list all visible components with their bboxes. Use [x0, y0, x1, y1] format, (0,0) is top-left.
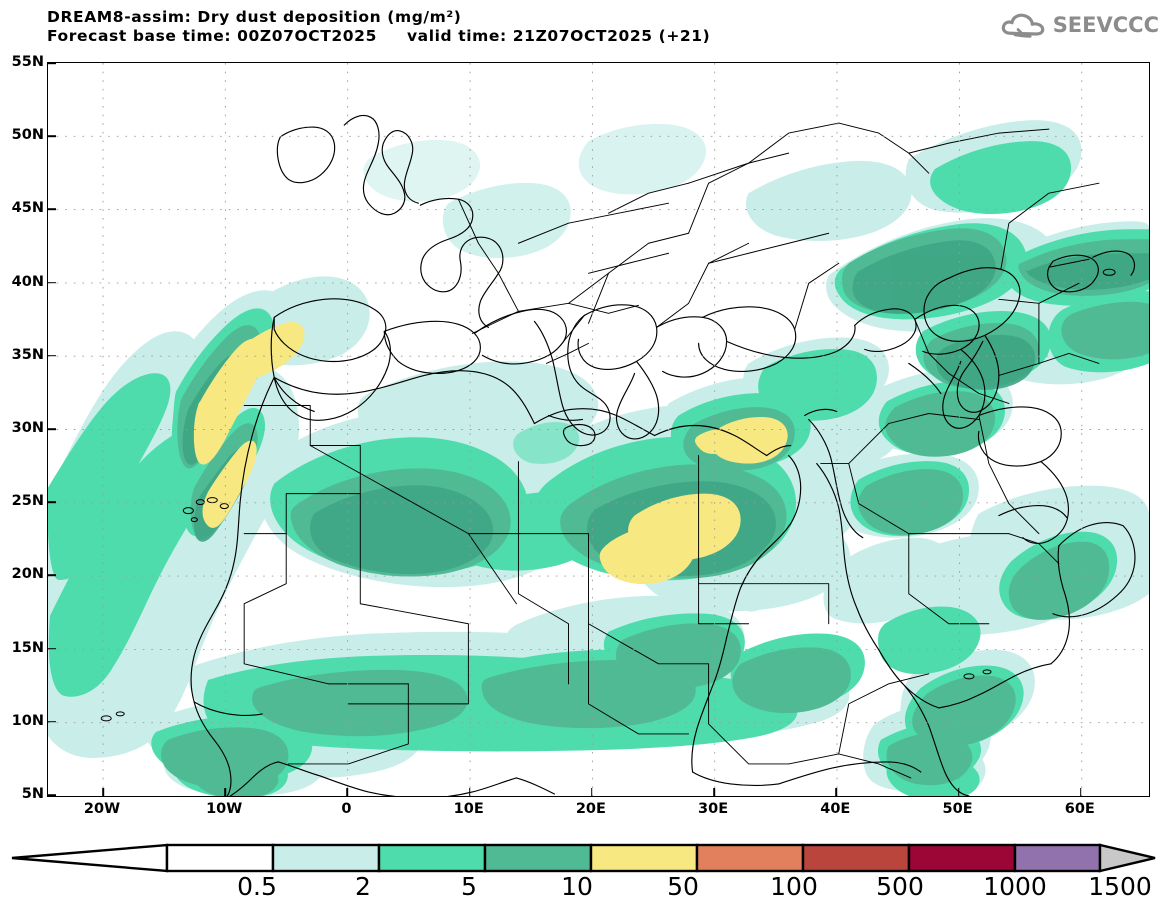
y-axis-label-10N: 10N [11, 712, 44, 729]
y-axis-label-20N: 20N [11, 566, 44, 583]
y-axis-label-5N: 5N [21, 786, 44, 802]
colorbar-tick-0.5: 0.5 [237, 872, 277, 901]
y-tick-mark [48, 647, 56, 650]
seevccc-logo: SEEVCCC [1000, 10, 1159, 40]
colorbar-tick-5: 5 [461, 872, 477, 901]
x-axis-label-60E: 60E [1064, 801, 1095, 817]
y-axis-label-15N: 15N [11, 639, 44, 656]
chart-subtitle: Forecast base time: 00Z07OCT2025 valid t… [47, 27, 711, 45]
colorbar-tick-50: 50 [667, 872, 699, 901]
y-axis-label-55N: 55N [11, 54, 44, 70]
colorbar-tick-1000: 1000 [983, 872, 1047, 901]
x-tick-mark [835, 788, 838, 796]
y-axis-label-25N: 25N [11, 493, 44, 510]
x-axis-label-0: 0 [341, 801, 352, 817]
y-axis-label-50N: 50N [11, 127, 44, 144]
x-tick-mark [957, 788, 960, 796]
colorbar: 0.5 2 5 10 50 100 500 1000 1500 [0, 840, 1165, 904]
y-tick-mark [48, 208, 56, 211]
coastlines-layer [100, 114, 1136, 796]
y-axis-label-45N: 45N [11, 200, 44, 217]
x-axis-label-10E: 10E [453, 801, 484, 817]
y-axis-label-40N: 40N [11, 273, 44, 290]
dust-deposition-map [48, 63, 1149, 796]
y-tick-mark [48, 281, 56, 284]
x-axis-label-30E: 30E [698, 801, 729, 817]
colorbar-band-10-50 [589, 843, 699, 873]
y-tick-mark [48, 501, 56, 503]
x-tick-mark [224, 788, 226, 796]
colorbar-band-50-100 [695, 843, 805, 873]
colorbar-tick-500: 500 [876, 872, 924, 901]
x-axis-label-40E: 40E [820, 801, 851, 817]
x-tick-mark [346, 788, 349, 796]
colorbar-tick-1500: 1500 [1088, 872, 1152, 901]
x-tick-mark [713, 788, 715, 796]
y-axis-label-30N: 30N [11, 420, 44, 436]
dust-contour-layer [48, 120, 1149, 796]
logo-text: SEEVCCC [1052, 12, 1159, 37]
x-tick-mark [591, 788, 593, 796]
colorbar-tick-2: 2 [355, 872, 371, 901]
x-tick-mark [468, 788, 471, 796]
x-axis-label-50E: 50E [942, 801, 973, 817]
colorbar-tick-10: 10 [561, 872, 593, 901]
y-axis-label-35N: 35N [11, 346, 44, 363]
map-plot-area [47, 62, 1150, 797]
cloud-icon [1001, 13, 1045, 38]
x-axis-label-10W: 10W [206, 801, 243, 817]
colorbar-band-100-500 [801, 843, 911, 873]
x-tick-mark [1080, 788, 1082, 796]
colorbar-band-0.5-2 [271, 843, 381, 873]
colorbar-band-white [165, 843, 275, 873]
x-axis-label-20W: 20W [83, 801, 121, 817]
colorbar-under-arrow [11, 843, 169, 873]
y-tick-mark [48, 721, 56, 723]
colorbar-band-500-1000 [907, 843, 1017, 873]
y-tick-mark [48, 574, 56, 577]
colorbar-swatches [11, 843, 1156, 873]
x-tick-mark [102, 788, 104, 796]
y-tick-mark [48, 63, 56, 64]
colorbar-band-1000-1500 [1013, 843, 1102, 873]
chart-title-block: DREAM8-assim: Dry dust deposition (mg/m²… [47, 8, 710, 46]
y-tick-mark [48, 794, 56, 796]
colorbar-band-5-10 [483, 843, 593, 873]
x-axis-label-20E: 20E [575, 801, 606, 817]
y-tick-mark [48, 355, 56, 357]
colorbar-band-2-5 [377, 843, 487, 873]
chart-title: DREAM8-assim: Dry dust deposition (mg/m²… [47, 8, 462, 26]
colorbar-tick-100: 100 [770, 872, 818, 901]
colorbar-over-arrow [1098, 843, 1156, 873]
y-tick-mark [48, 428, 56, 430]
y-tick-mark [48, 135, 56, 137]
